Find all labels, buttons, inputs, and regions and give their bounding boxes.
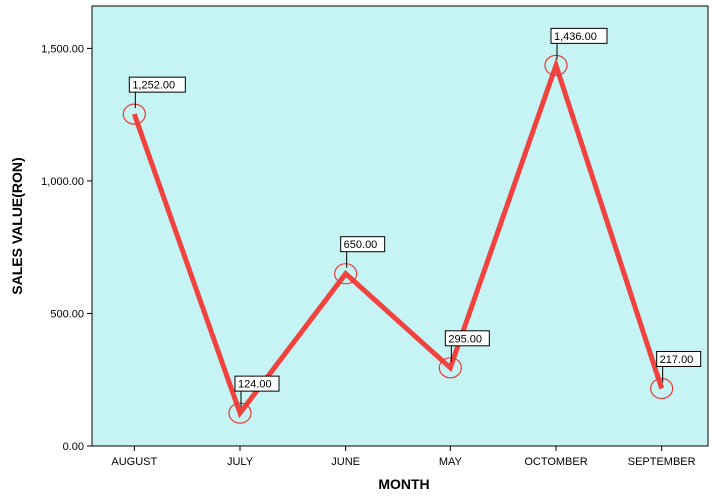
x-axis-title: MONTH <box>378 476 429 492</box>
data-labels: 1,252.00 124.00 650.00 295.00 1,436.00 217.00 <box>128 27 702 408</box>
x-tick-label: JULY <box>227 456 254 468</box>
data-label-box <box>340 236 386 253</box>
series-line <box>131 57 665 419</box>
y-tick-label: 1,000.00 <box>41 176 84 188</box>
data-label: 217.00 <box>660 354 694 366</box>
y-axis: 0.00 500.00 1,000.00 1,500.00 <box>41 43 92 453</box>
data-label: 295.00 <box>448 333 482 345</box>
data-point <box>122 103 146 125</box>
data-label: 1,436.00 <box>554 31 597 43</box>
markers <box>122 54 674 424</box>
plot-area <box>91 5 709 447</box>
x-tick-label: AUGUST <box>111 456 157 468</box>
data-label: 1,252.00 <box>132 80 175 92</box>
data-label: 650.00 <box>344 239 378 251</box>
y-tick-label: 1,500.00 <box>41 43 84 55</box>
y-tick-label: 0.00 <box>63 441 84 453</box>
data-label-box <box>656 350 702 367</box>
y-tick-label: 500.00 <box>50 308 84 320</box>
data-point <box>650 377 674 400</box>
y-axis-title: SALES VALUE(RON) <box>9 157 25 294</box>
data-point <box>438 357 462 379</box>
data-label: 124.00 <box>238 379 272 391</box>
x-tick-label: JUNE <box>331 456 360 468</box>
data-label-box <box>234 375 280 392</box>
data-point <box>544 54 568 76</box>
x-tick-label: OCTOMBER <box>524 456 587 468</box>
x-axis: AUGUST JULY JUNE MAY OCTOMBER SEPTEMBER <box>111 446 696 468</box>
data-label-box <box>128 76 186 93</box>
data-label-box <box>444 330 490 347</box>
data-point <box>228 402 252 424</box>
data-point <box>334 263 358 285</box>
data-label-box <box>550 27 608 44</box>
x-tick-label: MAY <box>439 456 463 468</box>
x-tick-label: SEPTEMBER <box>628 456 696 468</box>
